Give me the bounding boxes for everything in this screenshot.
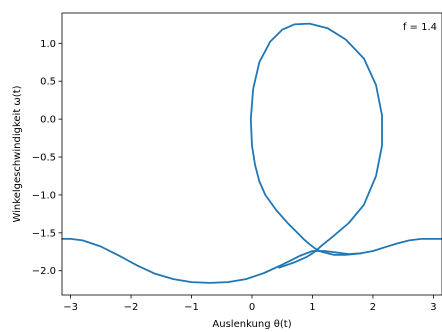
x-tick-label: 1 xyxy=(309,302,315,313)
x-tick-label: −1 xyxy=(184,302,199,313)
y-tick-label: −2.0 xyxy=(32,266,56,277)
y-tick-label: 0.0 xyxy=(40,115,56,126)
trajectory-line-2 xyxy=(249,22,383,269)
y-tick-label: −0.5 xyxy=(32,153,56,164)
y-tick-label: 1.0 xyxy=(40,39,56,50)
x-tick-label: −3 xyxy=(63,302,78,313)
f-annotation: f = 1.4 xyxy=(403,22,437,33)
x-tick-label: 0 xyxy=(249,302,255,313)
x-tick-label: 3 xyxy=(430,302,436,313)
y-tick-label: −1.5 xyxy=(32,228,56,239)
y-axis-label: Winkelgeschwindigkeit ω(t) xyxy=(12,85,23,222)
x-tick-label: −2 xyxy=(124,302,139,313)
y-tick-label: 0.5 xyxy=(40,77,56,88)
x-axis-label: Auslenkung θ(t) xyxy=(212,319,291,330)
x-tick-label: 2 xyxy=(370,302,376,313)
trajectory-line-1 xyxy=(61,238,442,284)
y-tick-label: −1.0 xyxy=(32,190,56,201)
